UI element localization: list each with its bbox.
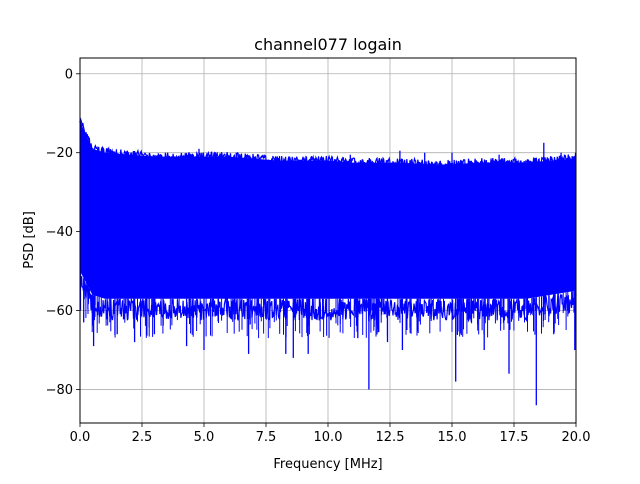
chart-title: channel077 logain — [254, 35, 402, 54]
y-tick-label: −80 — [46, 383, 73, 398]
y-tick-label: 0 — [65, 67, 73, 82]
x-tick-label: 2.5 — [132, 430, 153, 445]
data-layer — [79, 117, 577, 406]
y-tick-label: −60 — [46, 304, 73, 319]
x-tick-label: 15.0 — [438, 430, 467, 445]
y-axis-label: PSD [dB] — [22, 211, 37, 269]
y-tick-label: −20 — [46, 146, 73, 161]
x-tick-label: 10.0 — [314, 430, 343, 445]
y-axis: 0 −20 −40 −60 −80 — [46, 67, 80, 398]
y-tick-label: −40 — [46, 225, 73, 240]
x-axis: 0.0 2.5 5.0 7.5 10.0 12.5 15.0 17.5 20.0 — [70, 423, 591, 445]
x-tick-label: 17.5 — [500, 430, 529, 445]
psd-low-freq-edge — [79, 120, 93, 152]
x-tick-label: 12.5 — [376, 430, 405, 445]
x-tick-label: 5.0 — [194, 430, 215, 445]
psd-upper-envelope — [79, 117, 577, 171]
x-tick-label: 0.0 — [70, 430, 91, 445]
x-axis-label: Frequency [MHz] — [273, 457, 382, 472]
x-tick-label: 20.0 — [562, 430, 591, 445]
x-tick-label: 7.5 — [256, 430, 277, 445]
